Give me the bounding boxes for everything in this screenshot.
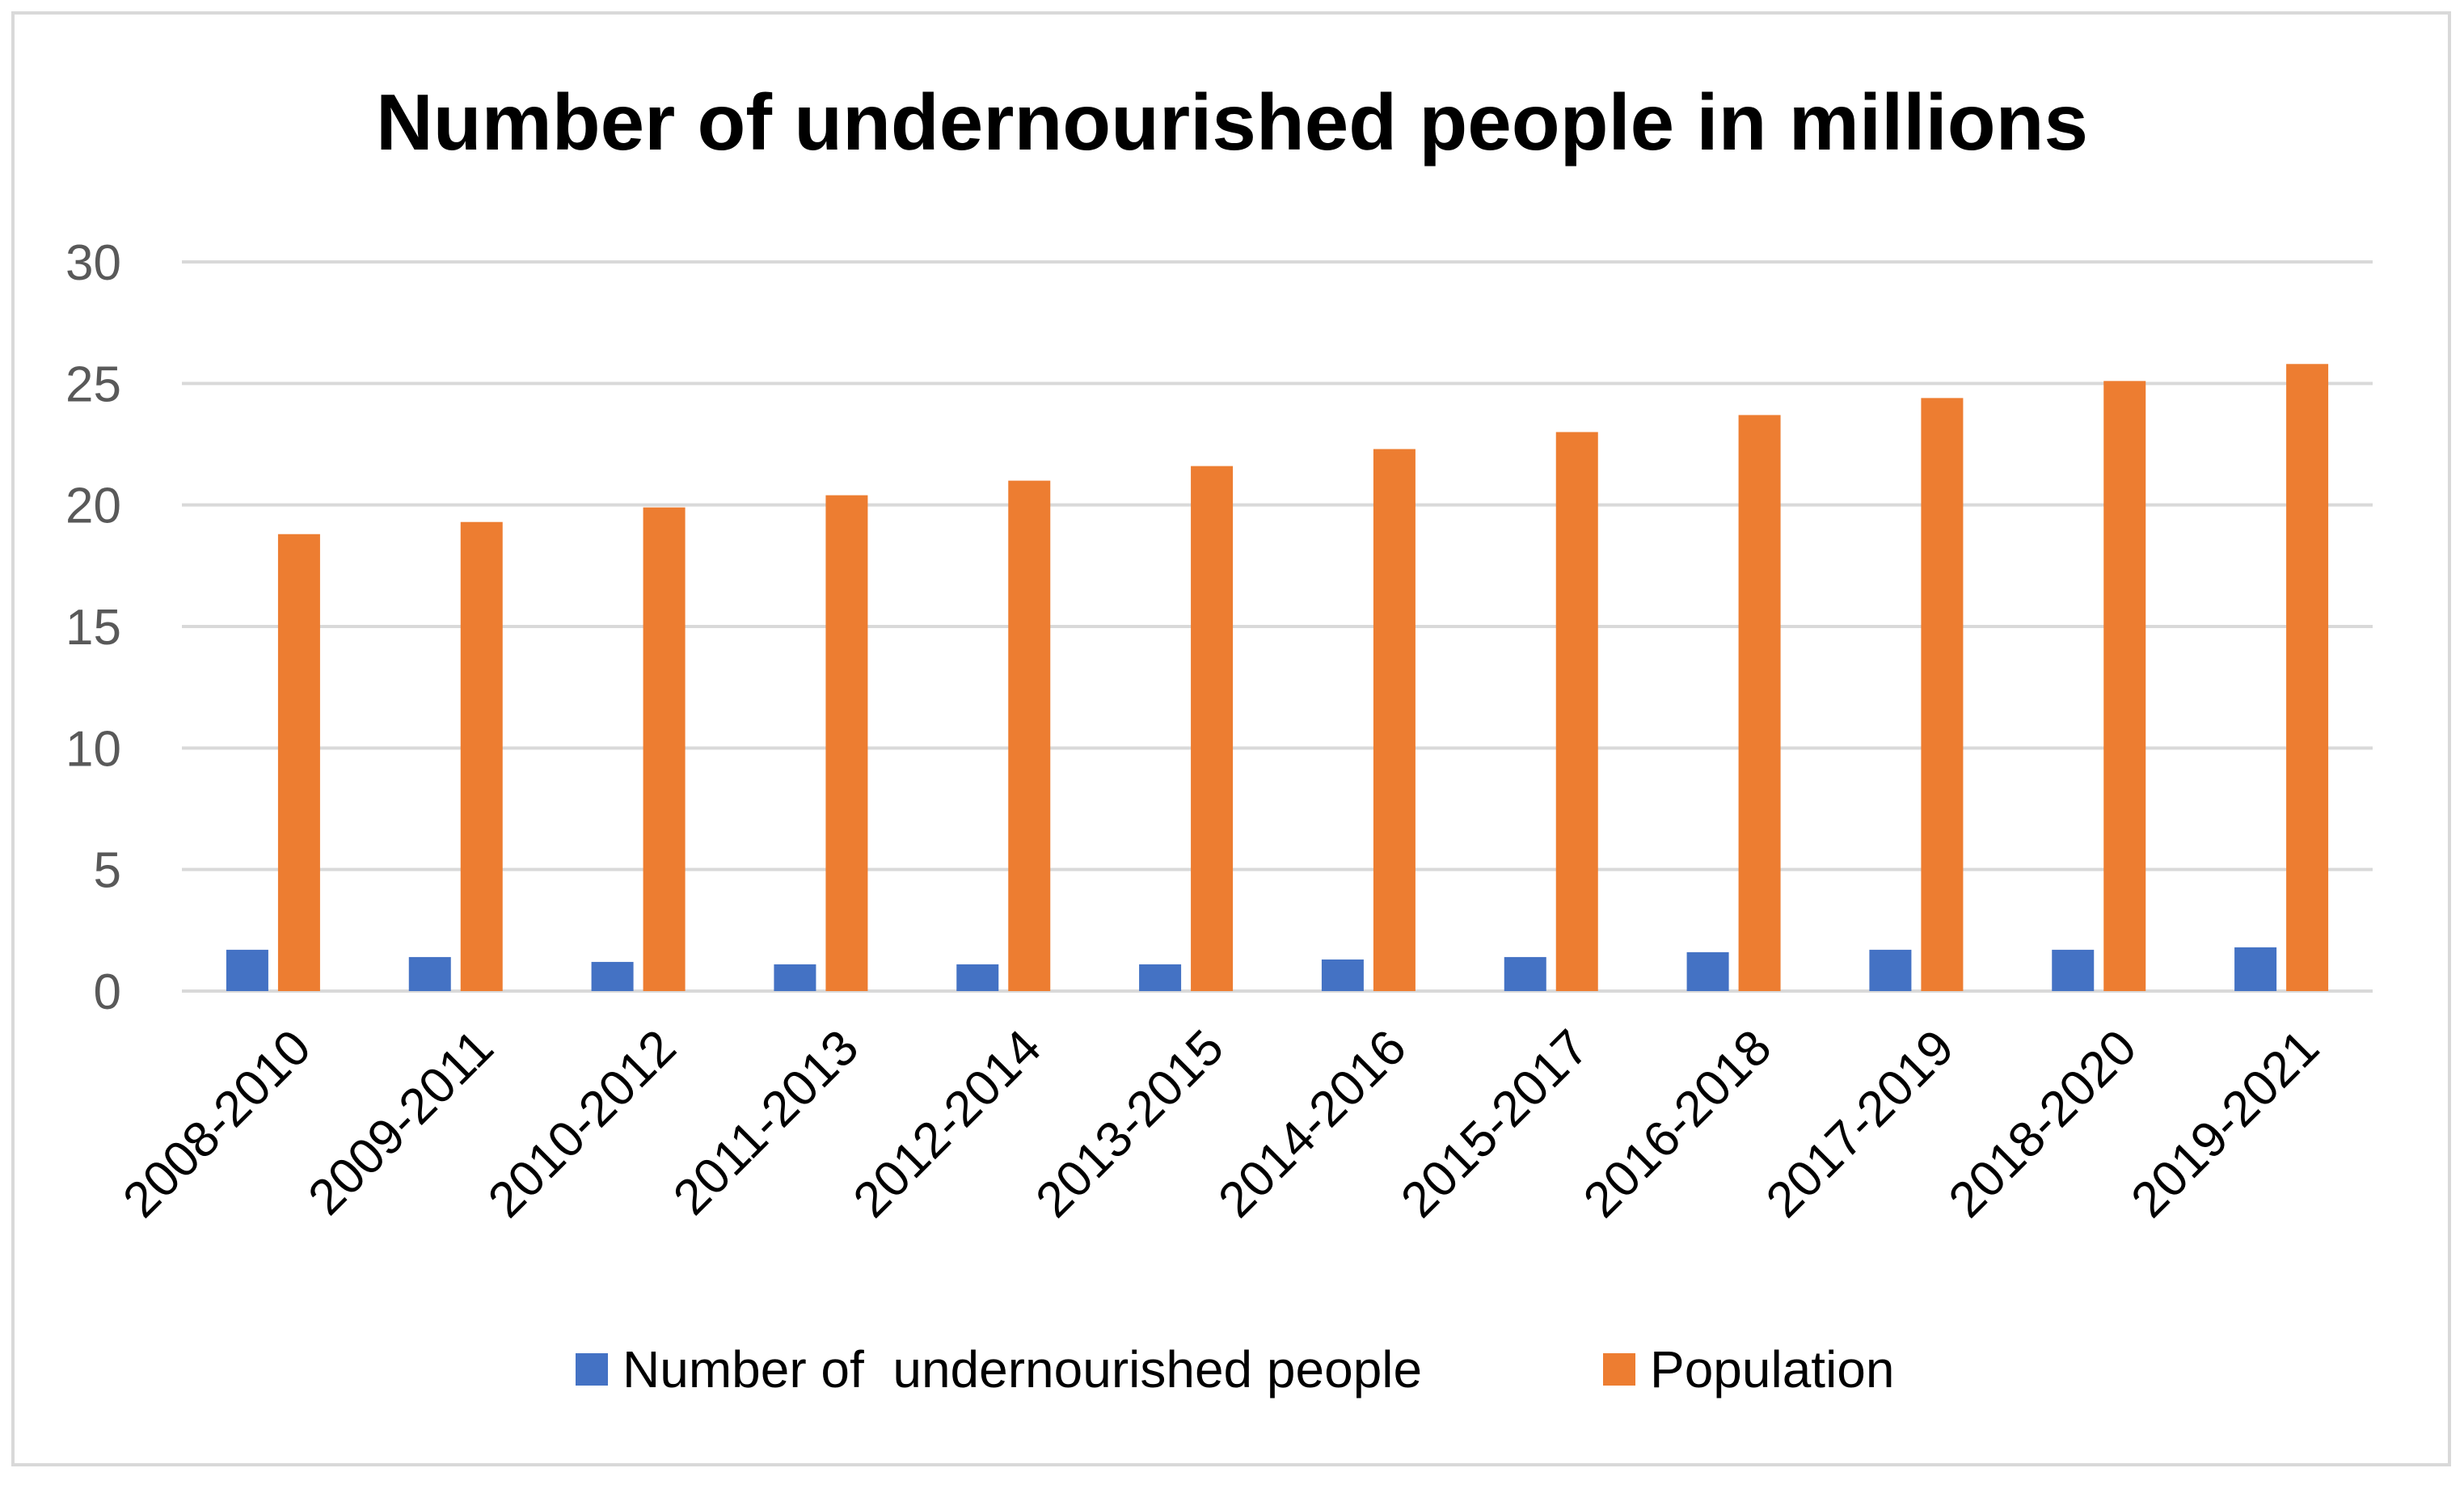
x-category-label: 2012-2014 <box>843 1019 1052 1228</box>
bar-population <box>825 495 868 991</box>
legend-label-population: Population <box>1650 1340 1894 1399</box>
x-axis-category-labels: 2008-20102009-20112010-20122011-20132012… <box>112 1019 2330 1228</box>
bar-undernourished <box>226 949 268 991</box>
bar-population <box>1373 449 1416 991</box>
bar-population <box>2286 364 2329 991</box>
bar-undernourished <box>1504 956 1546 991</box>
y-tick-label: 20 <box>65 479 121 534</box>
y-tick-label: 30 <box>65 235 121 291</box>
x-category-label: 2015-2017 <box>1390 1019 1599 1228</box>
bar-population <box>1921 398 1964 992</box>
x-category-label: 2010-2012 <box>478 1019 686 1228</box>
x-category-label: 2008-2010 <box>112 1019 321 1228</box>
bar-population <box>2103 381 2146 991</box>
bars <box>226 364 2329 992</box>
bar-population <box>277 534 320 991</box>
bar-population <box>643 507 686 991</box>
bar-undernourished <box>591 961 634 991</box>
bar-undernourished <box>2234 947 2277 991</box>
x-category-label: 2018-2020 <box>1939 1019 2147 1228</box>
x-category-label: 2019-2021 <box>2121 1019 2330 1228</box>
bar-undernourished <box>1139 964 1182 991</box>
bar-population <box>1191 466 1234 991</box>
bar-undernourished <box>1869 949 1912 991</box>
legend-swatch-population <box>1603 1353 1635 1386</box>
x-category-label: 2009-2011 <box>297 1019 504 1226</box>
x-category-label: 2016-2018 <box>1573 1019 1782 1228</box>
bar-undernourished <box>1321 959 1364 991</box>
bar-undernourished <box>2052 949 2095 991</box>
legend: Number of undernourished people Populati… <box>576 1340 1894 1399</box>
legend-swatch-undernourished <box>576 1353 608 1386</box>
x-category-label: 2017-2019 <box>1756 1019 1964 1228</box>
gridlines <box>182 260 2373 993</box>
bar-population <box>1738 415 1781 991</box>
y-tick-label: 5 <box>94 843 121 899</box>
y-tick-label: 15 <box>65 600 121 656</box>
x-category-label: 2011-2013 <box>663 1019 869 1226</box>
bar-undernourished <box>774 964 816 991</box>
x-category-label: 2013-2015 <box>1026 1019 1234 1228</box>
bar-population <box>1555 432 1598 991</box>
chart-title: Number of undernourished people in milli… <box>376 78 2088 167</box>
legend-label-undernourished: Number of undernourished people <box>622 1340 1422 1399</box>
y-tick-label: 25 <box>65 356 121 412</box>
x-category-label: 2014-2016 <box>1208 1019 1416 1228</box>
bar-population <box>460 521 503 991</box>
bar-population <box>1008 480 1051 991</box>
y-axis-tick-labels: 0 5 10 15 20 25 30 <box>65 235 121 1020</box>
bar-undernourished <box>1686 951 1729 991</box>
bar-undernourished <box>408 956 451 991</box>
bar-undernourished <box>956 964 999 991</box>
y-tick-label: 10 <box>65 721 121 777</box>
y-tick-label: 0 <box>94 964 121 1020</box>
